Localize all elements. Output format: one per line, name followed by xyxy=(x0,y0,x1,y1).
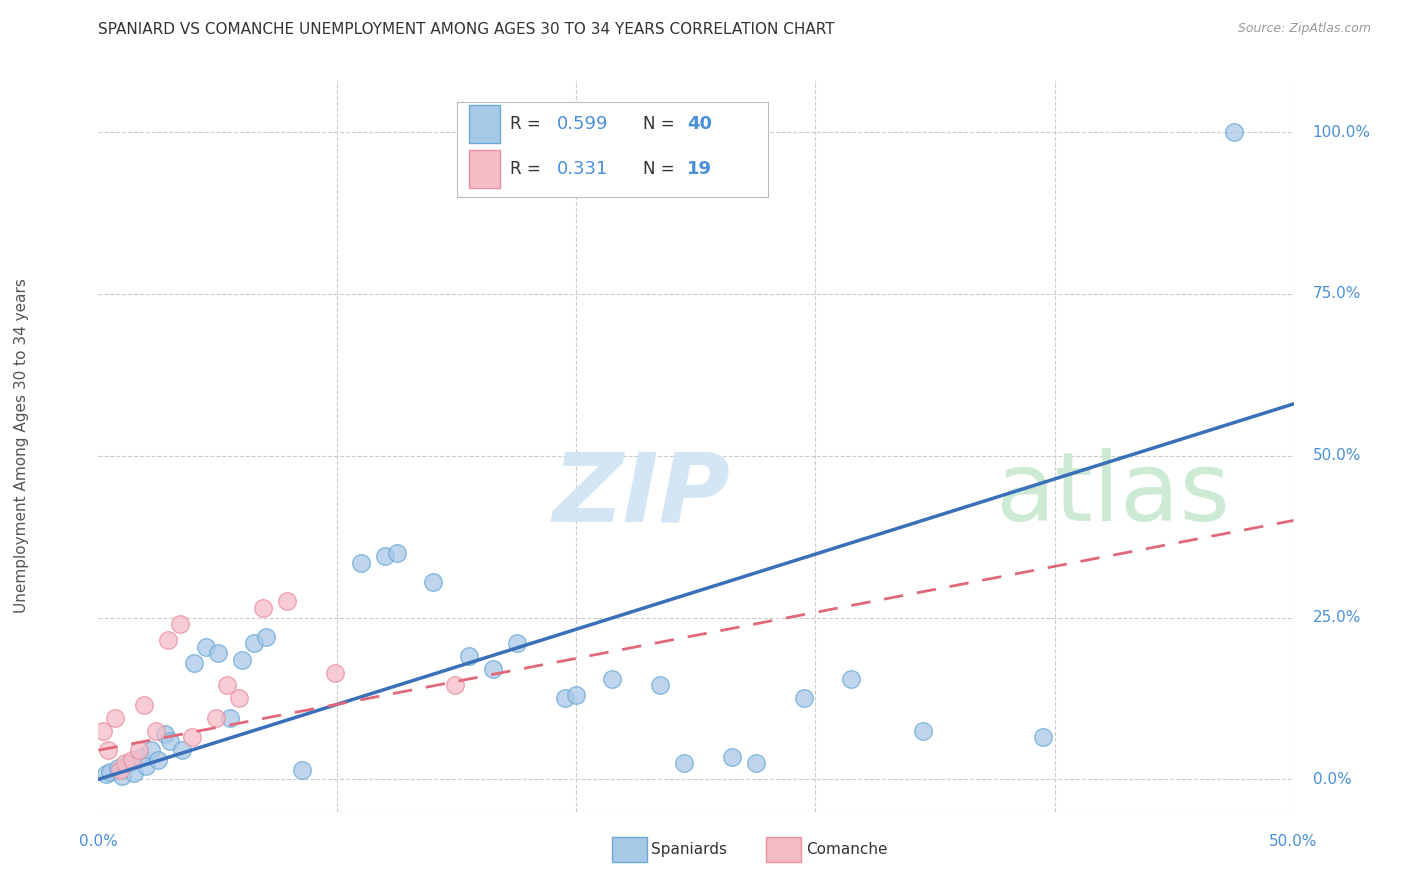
Point xyxy=(443,678,465,692)
Point xyxy=(911,723,934,738)
Point xyxy=(673,756,696,771)
Point xyxy=(124,765,146,780)
Point xyxy=(290,763,312,777)
Point xyxy=(554,691,576,706)
Point xyxy=(169,617,191,632)
Point xyxy=(242,636,264,650)
Text: 75.0%: 75.0% xyxy=(1313,286,1361,301)
Point xyxy=(648,678,672,692)
Point xyxy=(481,662,505,676)
Text: 25.0%: 25.0% xyxy=(1313,610,1361,625)
Point xyxy=(745,756,768,771)
Point xyxy=(172,743,194,757)
Point xyxy=(91,723,114,738)
Point xyxy=(219,711,242,725)
Point xyxy=(350,556,373,570)
Point xyxy=(720,749,742,764)
Point xyxy=(108,763,131,777)
Point xyxy=(128,743,150,757)
Point xyxy=(1032,731,1054,745)
Point xyxy=(231,652,253,666)
Text: 50.0%: 50.0% xyxy=(1313,448,1361,463)
Point xyxy=(506,636,529,650)
Point xyxy=(839,672,862,686)
Point xyxy=(207,646,229,660)
Point xyxy=(131,749,153,764)
Text: SPANIARD VS COMANCHE UNEMPLOYMENT AMONG AGES 30 TO 34 YEARS CORRELATION CHART: SPANIARD VS COMANCHE UNEMPLOYMENT AMONG … xyxy=(98,22,835,37)
Point xyxy=(276,594,298,608)
Point xyxy=(121,753,143,767)
Point xyxy=(114,756,136,771)
Text: 0.0%: 0.0% xyxy=(79,834,118,849)
Point xyxy=(132,698,155,712)
Point xyxy=(374,549,396,563)
Point xyxy=(155,727,177,741)
Point xyxy=(111,769,134,783)
Text: Unemployment Among Ages 30 to 34 years: Unemployment Among Ages 30 to 34 years xyxy=(14,278,28,614)
Point xyxy=(457,649,479,664)
Text: 0.0%: 0.0% xyxy=(1313,772,1351,787)
Text: 100.0%: 100.0% xyxy=(1313,125,1371,139)
Point xyxy=(1222,125,1246,139)
Point xyxy=(159,733,181,747)
Point xyxy=(148,753,170,767)
Point xyxy=(104,711,127,725)
Point xyxy=(97,743,120,757)
Point xyxy=(793,691,815,706)
Point xyxy=(180,731,202,745)
Text: Comanche: Comanche xyxy=(806,842,887,856)
Point xyxy=(183,656,205,670)
Point xyxy=(145,723,167,738)
Point xyxy=(217,678,239,692)
Point xyxy=(323,665,346,680)
Point xyxy=(565,688,588,702)
Text: Spaniards: Spaniards xyxy=(651,842,727,856)
Point xyxy=(107,761,129,775)
Point xyxy=(252,600,274,615)
Point xyxy=(194,640,217,654)
Point xyxy=(94,767,117,781)
Text: ZIP: ZIP xyxy=(553,448,731,541)
Point xyxy=(254,630,277,644)
Point xyxy=(118,756,141,771)
Point xyxy=(385,546,409,560)
Point xyxy=(156,633,179,648)
Point xyxy=(98,764,122,779)
Text: atlas: atlas xyxy=(994,448,1230,541)
Point xyxy=(139,743,162,757)
Point xyxy=(135,759,157,773)
Text: 50.0%: 50.0% xyxy=(1270,834,1317,849)
Text: Source: ZipAtlas.com: Source: ZipAtlas.com xyxy=(1237,22,1371,36)
Point xyxy=(600,672,623,686)
Point xyxy=(422,574,444,589)
Point xyxy=(228,691,250,706)
Point xyxy=(204,711,226,725)
